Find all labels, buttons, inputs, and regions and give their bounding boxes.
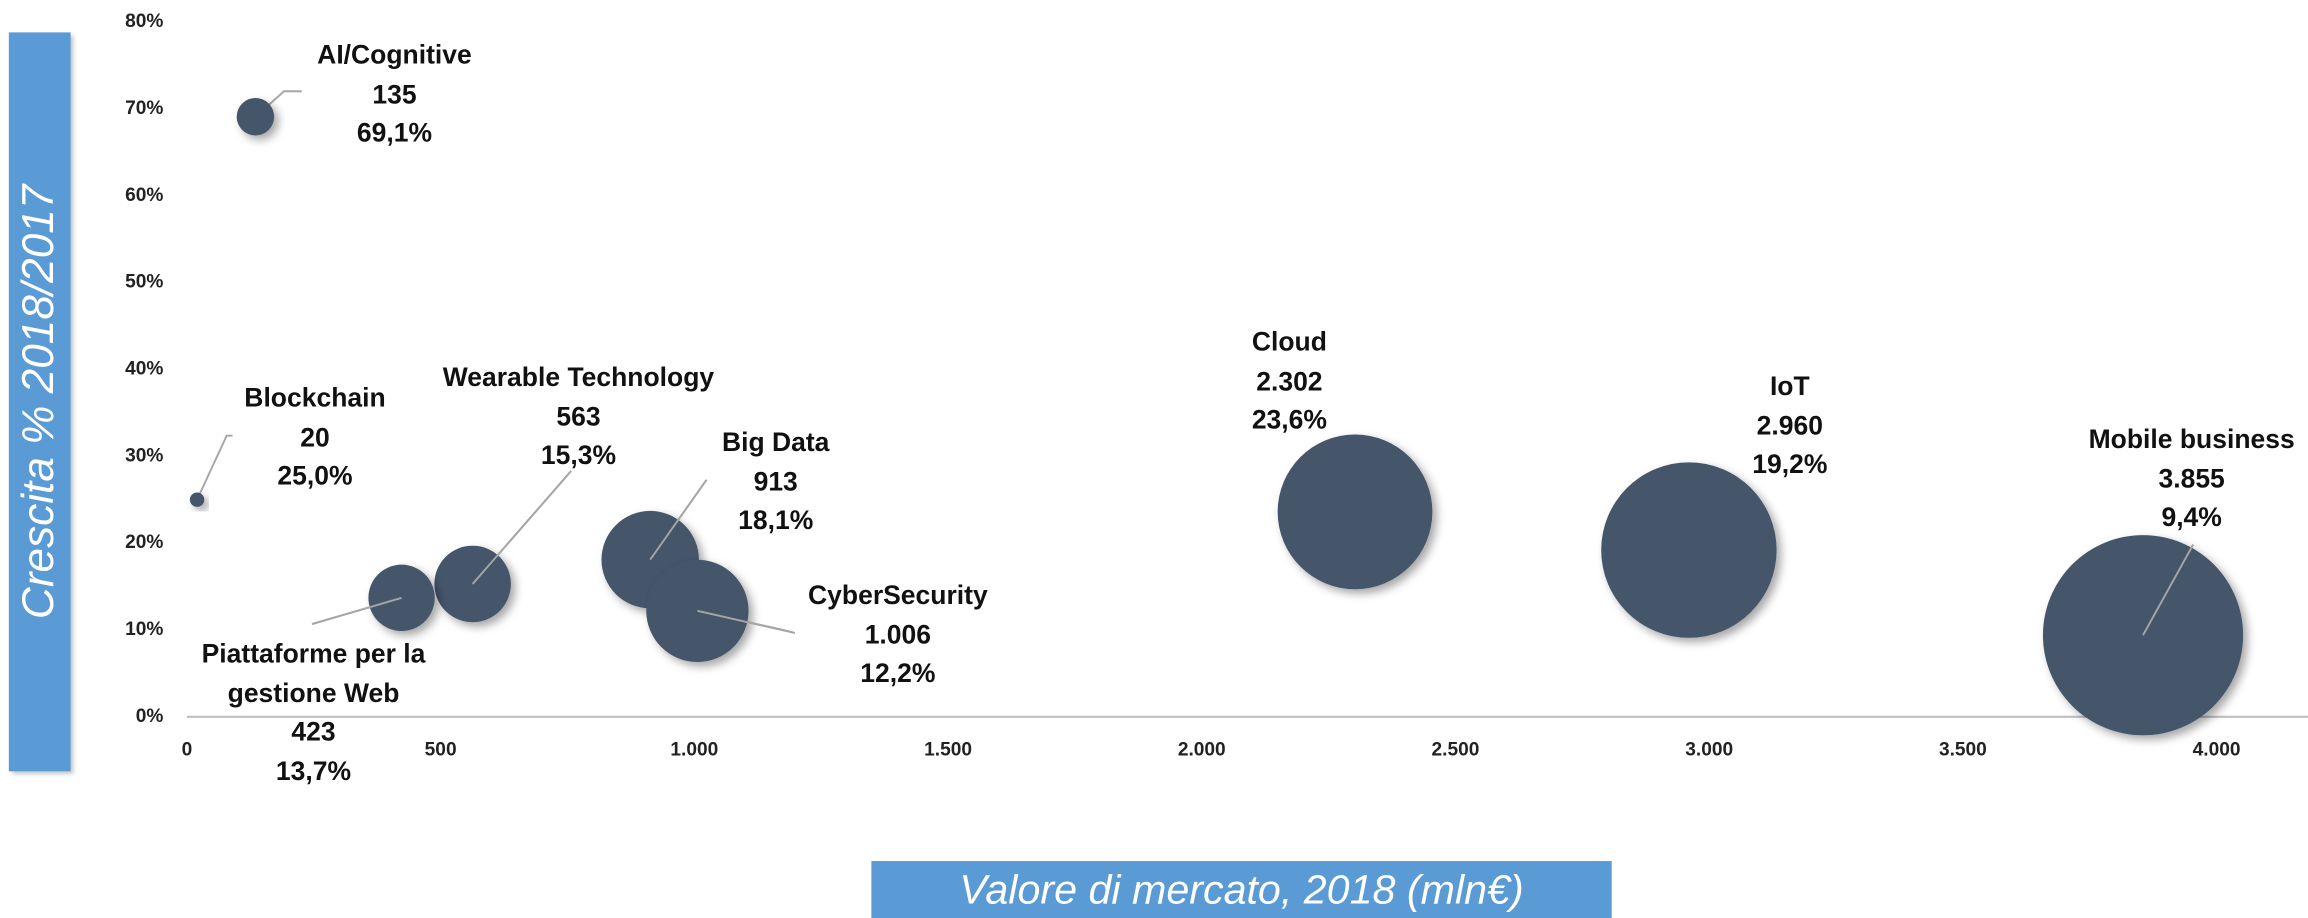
label-value: 2.960 [1756,410,1823,440]
x-tick-label: 1.500 [924,740,972,761]
leader-line [649,479,708,561]
bubble [189,492,205,507]
y-tick-label: 20% [125,532,163,553]
label-growth: 69,1% [356,118,433,148]
bubble [1601,462,1777,638]
x-tick-label: 3.000 [1685,740,1733,761]
label-value: 1.006 [864,619,931,649]
label-growth: 25,0% [277,461,353,491]
data-label: Blockchain 20 25,0% [244,379,385,496]
data-label: AI/Cognitive 135 69,1% [317,36,472,153]
label-name: Big Data [721,427,830,457]
label-name: CyberSecurity [808,580,988,610]
y-tick-label: 40% [125,358,163,379]
bubble [236,98,275,136]
y-tick-label: 50% [125,272,163,293]
label-value: 135 [372,79,417,109]
leader-line [311,596,402,626]
label-value: 913 [753,466,798,496]
label-name: Piattaforme per la gestione Web [201,638,426,708]
label-growth: 9,4% [2161,502,2222,532]
x-tick-label: 0 [182,740,193,761]
bubble [1277,434,1433,590]
label-growth: 13,7% [275,755,352,786]
bubble [646,559,749,662]
data-label: Mobile business 3.855 9,4% [2089,420,2295,537]
leader-line [2142,544,2194,636]
label-name: Blockchain [244,383,386,413]
y-tick-label: 70% [125,98,163,119]
label-growth: 15,3% [540,440,617,470]
y-tick-label: 0% [136,706,164,727]
label-name: AI/Cognitive [317,40,472,70]
label-growth: 23,6% [1251,405,1327,435]
data-label: IoT 2.960 19,2% [1752,367,1827,484]
label-value: 2.302 [1256,366,1323,396]
x-tick-label: 1.000 [670,740,718,761]
label-value: 20 [300,422,330,452]
y-tick-label: 10% [125,619,163,640]
leader-line [196,434,233,501]
label-name: Cloud [1251,327,1327,357]
label-growth: 12,2% [860,658,936,688]
y-axis-title-box: Crescita % 2018/2017 [8,32,71,772]
data-label: CyberSecurity 1.006 12,2% [808,576,988,693]
x-tick-label: 2.000 [1178,740,1226,761]
x-tick-label: 2.500 [1432,740,1480,761]
x-tick-label: 4.000 [2193,740,2241,761]
data-label: Piattaforme per la gestione Web 423 13,7% [181,634,446,790]
label-value: 423 [291,716,336,747]
label-name: IoT [1769,371,1810,401]
leader-line [471,470,572,585]
x-tick-label: 3.500 [1939,740,1987,761]
y-tick-label: 60% [125,185,163,206]
data-label: Big Data 913 18,1% [722,423,829,540]
label-name: Mobile business [2088,424,2295,454]
label-growth: 19,2% [1752,449,1828,479]
y-axis-title: Crescita % 2018/2017 [14,184,64,620]
y-tick-label: 30% [125,445,163,466]
y-tick-label: 80% [125,11,163,32]
data-label: Cloud 2.302 23,6% [1252,323,1327,440]
x-axis-title: Valore di mercato, 2018 (mln€) [871,861,1612,918]
x-tick-label: 500 [425,740,457,761]
label-name: Wearable Technology [442,362,715,392]
label-value: 563 [556,401,601,431]
label-value: 3.855 [2158,463,2225,493]
label-growth: 18,1% [738,505,814,535]
data-label: Wearable Technology 563 15,3% [443,358,714,475]
leader-line [697,609,796,634]
